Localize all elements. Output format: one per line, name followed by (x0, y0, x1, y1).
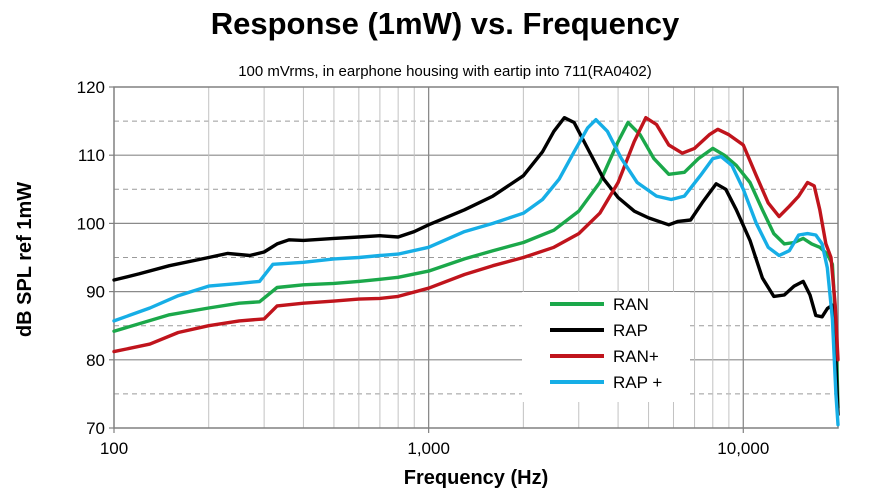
legend-label-2: RAP (613, 321, 648, 340)
legend-label-4: RAP + (613, 373, 662, 392)
axis-layer: 70 80 90 100 110 120 100 1,000 10,000 (77, 78, 770, 458)
legend: RAN RAP RAN+ RAP + (522, 292, 690, 402)
y-tick-label: 120 (77, 78, 105, 97)
x-tick-label: 100 (100, 439, 128, 458)
series-layer (112, 116, 840, 427)
legend-label-3: RAN+ (613, 347, 659, 366)
x-axis-label: Frequency (Hz) (404, 467, 548, 489)
y-axis-label: dB SPL ref 1mW (14, 182, 36, 337)
series-line-3 (112, 116, 840, 362)
chart-title: Response (1mW) vs. Frequency (210, 6, 680, 41)
legend-box (522, 292, 690, 402)
y-tick-label: 90 (86, 283, 105, 302)
x-tick-label: 1,000 (407, 439, 450, 458)
y-tick-label: 100 (77, 214, 105, 233)
plot-frame (113, 86, 839, 429)
x-tick-label: 10,000 (717, 439, 769, 458)
legend-label-1: RAN (613, 295, 649, 314)
series-line-4 (112, 118, 840, 427)
series-line-1 (112, 120, 840, 410)
y-tick-label: 110 (78, 146, 105, 165)
y-tick-label: 70 (86, 419, 105, 438)
series-line-2 (112, 116, 840, 417)
chart-subtitle: 100 mVrms, in earphone housing with eart… (238, 63, 652, 80)
grid-layer (114, 87, 838, 428)
y-tick-label: 80 (86, 351, 105, 370)
